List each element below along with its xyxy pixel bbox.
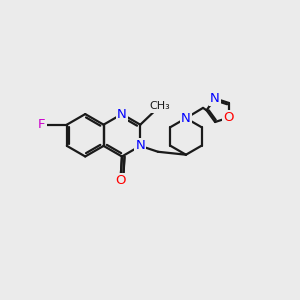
- Text: N: N: [210, 92, 220, 105]
- Text: N: N: [135, 140, 145, 152]
- Text: O: O: [115, 174, 126, 187]
- Text: CH₃: CH₃: [149, 101, 170, 111]
- Text: F: F: [38, 118, 46, 131]
- Text: N: N: [117, 108, 127, 121]
- Text: N: N: [181, 112, 191, 125]
- Text: O: O: [224, 111, 234, 124]
